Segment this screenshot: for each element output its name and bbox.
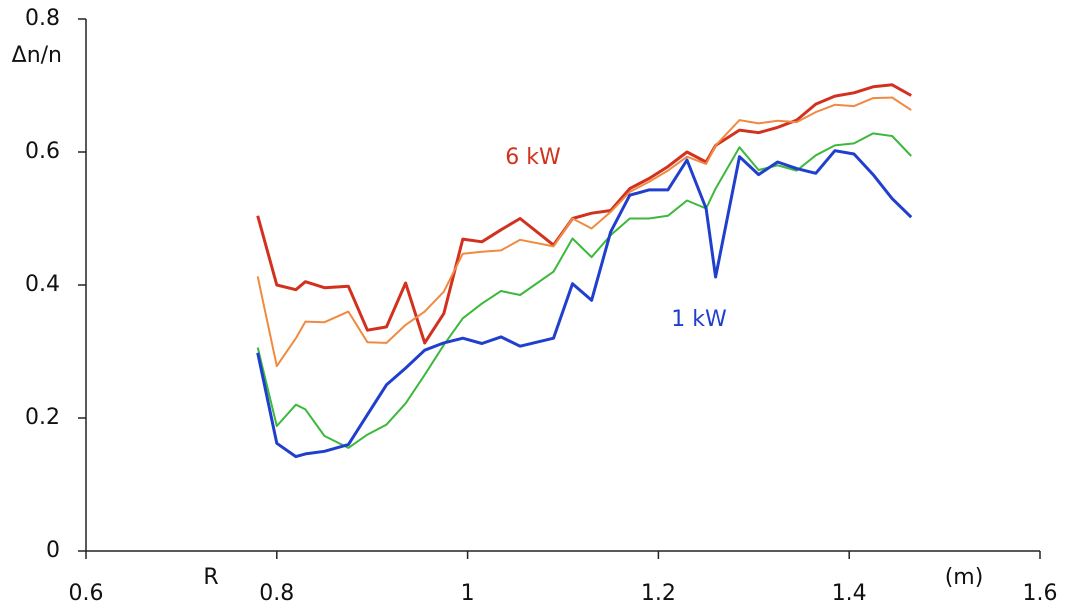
- x-tick-label: 0.6: [69, 581, 104, 606]
- series-annotation: 1 kW: [671, 307, 727, 332]
- series-annotation: 6 kW: [505, 145, 561, 170]
- y-tick-label: 0.4: [25, 272, 60, 297]
- x-tick-label: 1.2: [641, 581, 676, 606]
- series-line: [256, 149, 913, 459]
- series-line: [256, 96, 912, 368]
- y-tick-label: 0: [46, 538, 60, 563]
- x-tick-label: 0.8: [259, 581, 294, 606]
- x-tick-label: 1: [461, 581, 475, 606]
- x-axis-label: R: [203, 565, 218, 590]
- x-tick-label: 1.6: [1023, 581, 1058, 606]
- y-axis-label: Δn/n: [12, 43, 62, 68]
- series-line: [256, 83, 912, 345]
- series-line: [256, 132, 912, 449]
- y-tick-label: 0.6: [25, 139, 60, 164]
- y-tick-label: 0.2: [25, 405, 60, 430]
- x-tick-label: 1.4: [832, 581, 867, 606]
- y-tick-label: 0.8: [25, 6, 60, 31]
- x-axis-unit: (m): [945, 565, 984, 590]
